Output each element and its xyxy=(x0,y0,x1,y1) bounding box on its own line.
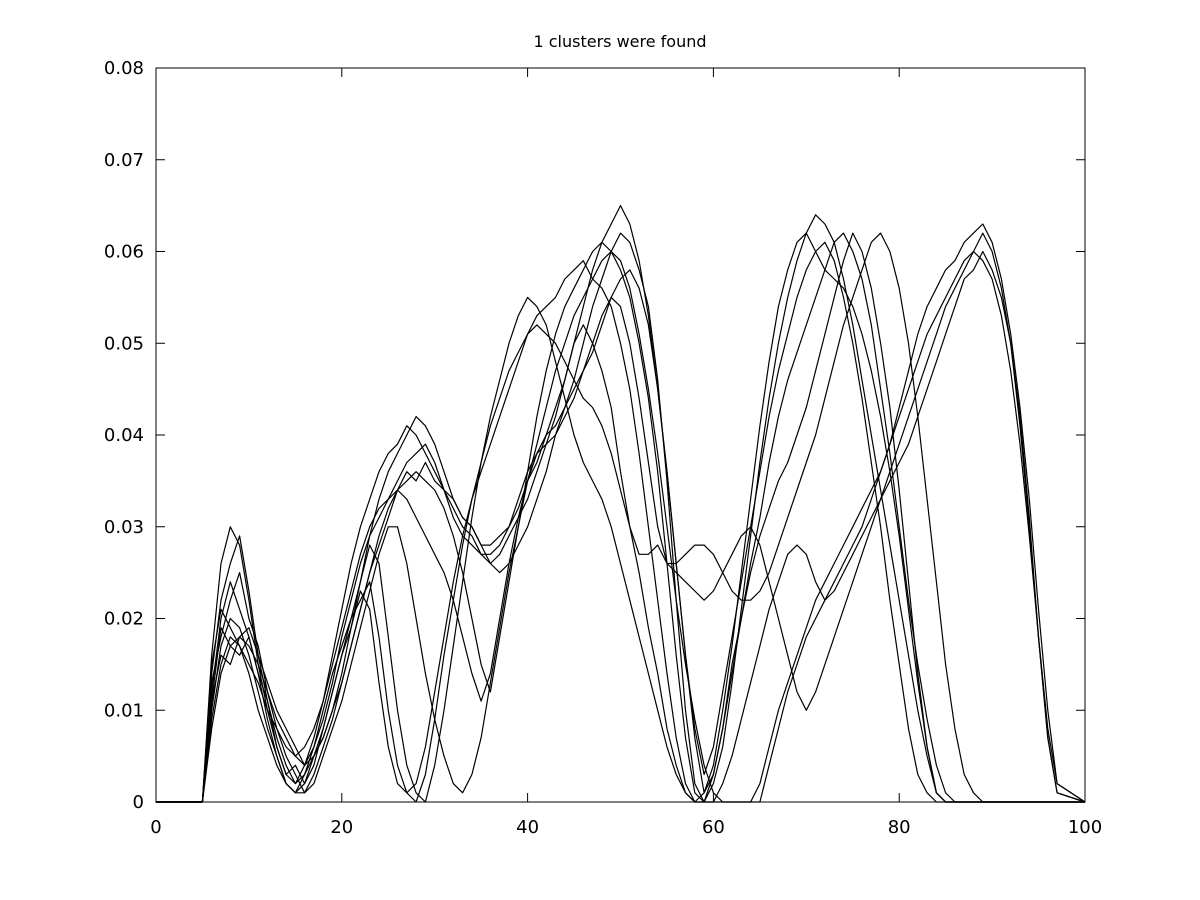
y-tick-label: 0.04 xyxy=(104,425,144,446)
series-line-3 xyxy=(156,232,1085,803)
y-tick-label: 0.07 xyxy=(104,150,144,171)
y-tick-label: 0.06 xyxy=(104,242,144,263)
series-layer xyxy=(156,205,1086,803)
plot-frame xyxy=(155,67,1086,803)
x-tick-label: 60 xyxy=(702,817,725,838)
series-line-7 xyxy=(156,241,1085,803)
y-tick-label: 0.08 xyxy=(104,58,144,79)
x-tick-label: 100 xyxy=(1068,817,1102,838)
chart-title: 1 clusters were found xyxy=(533,32,706,51)
series-line-8 xyxy=(156,232,1085,803)
series-line-5 xyxy=(156,214,1085,803)
series-line-9 xyxy=(156,223,1086,803)
x-tick-label: 20 xyxy=(330,817,353,838)
x-tick-label: 40 xyxy=(516,817,539,838)
tick-layer: 0 20 40 60 80 100 0 0.01 0.02 0.03 0.04 0.05 0.06 0.0… xyxy=(104,58,1102,838)
y-tick-label: 0.03 xyxy=(104,517,144,538)
x-tick-label: 80 xyxy=(888,817,911,838)
y-tick-label: 0.01 xyxy=(104,700,144,721)
y-tick-label: 0.05 xyxy=(104,333,144,354)
series-line-6 xyxy=(156,232,1086,803)
y-tick-label: 0.02 xyxy=(104,609,144,630)
series-line-4 xyxy=(156,250,1086,803)
y-tick-label: 0 xyxy=(133,792,144,813)
x-tick-label: 0 xyxy=(150,817,161,838)
series-line-10 xyxy=(156,205,1085,803)
